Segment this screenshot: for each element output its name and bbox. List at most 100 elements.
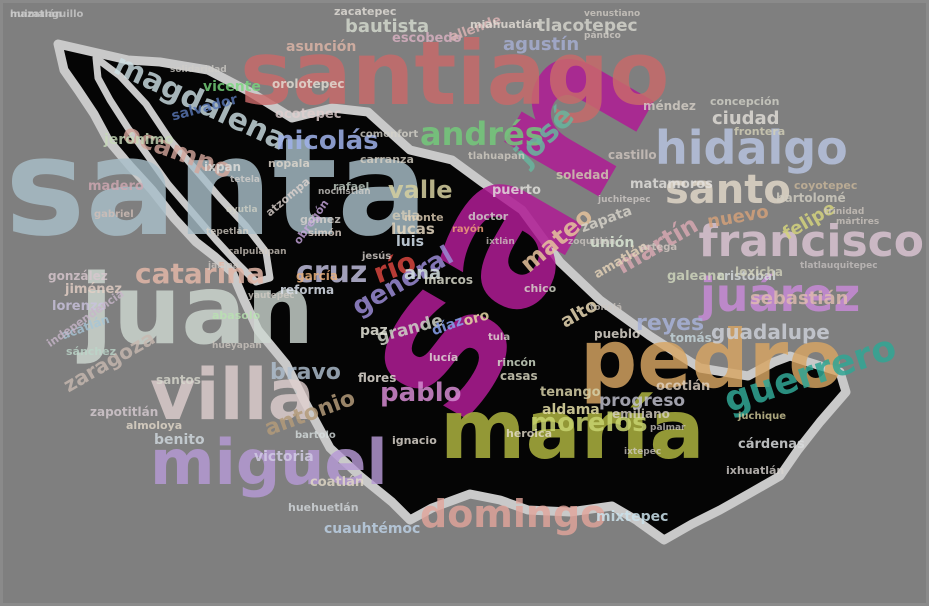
word-ixtlan: ixtlán <box>486 237 515 247</box>
word-ignacio: ignacio <box>392 434 437 447</box>
word-solidaridad: solidaridad <box>170 65 227 75</box>
word-nopala: nopala <box>268 157 310 170</box>
word-flores: flores <box>358 371 397 385</box>
word-bravo: bravo <box>270 360 341 385</box>
word-tenango: tenango <box>540 385 601 400</box>
word-pablo: pablo <box>380 378 462 408</box>
word-lorenzo: lorenzo <box>52 299 107 314</box>
word-rafael: rafael <box>333 180 370 193</box>
word-tlatlauquitepec: tlatlauquitepec <box>800 261 878 271</box>
word-juchitepec: juchitepec <box>598 195 651 205</box>
word-juarez: juárez <box>700 268 861 322</box>
word-venustiano: venustiano <box>584 9 641 19</box>
word-coatlan: coatlán <box>310 475 365 490</box>
word-bartolome: bartolomé <box>776 191 846 205</box>
word-coyotepec: coyotepec <box>794 179 858 192</box>
word-catarina: catarina <box>135 257 266 290</box>
word-artega: artega <box>640 242 678 253</box>
word-zoquitlan: zoquitlán <box>568 237 616 247</box>
word-loxicha: loxicha <box>735 265 783 279</box>
word-galeana: galeana <box>667 269 726 284</box>
word-bartolo: bartolo <box>295 430 336 441</box>
baja-california-shape <box>92 54 274 286</box>
word-morelos: morelos <box>530 408 648 438</box>
word-tlahuapan: tlahuapan <box>468 151 525 162</box>
word-frontera: frontera <box>734 125 786 138</box>
word-comonfort: comonfort <box>360 129 419 140</box>
word-nicolas: nicolás <box>276 126 379 156</box>
word-reforma: reforma <box>280 283 335 297</box>
word-lucas: lucas <box>391 220 435 238</box>
word-villa: villa <box>150 354 315 436</box>
word-ciudad: ciudad <box>712 108 780 129</box>
word-ixpan: ixpan <box>204 160 242 174</box>
word-santiago: santiago <box>240 22 670 125</box>
word-tetela: tetela <box>230 175 260 185</box>
word-ocotepec: ocotepec <box>275 107 342 122</box>
word-domingo: domingo <box>420 492 607 536</box>
word-monte: monte <box>404 211 444 224</box>
word-maria: maría <box>440 383 705 478</box>
word-luis: luis <box>396 234 424 250</box>
word-nochistlan: nochistlán <box>318 187 371 197</box>
word-orolotepec: orolotepec <box>272 77 345 91</box>
word-cristobal: cristóbal <box>717 269 777 283</box>
word-hidalgo: hidalgo <box>655 121 848 175</box>
mexico-map-shape <box>53 39 851 545</box>
word-etla: etla <box>392 209 421 224</box>
word-huimanguillo: huimanguillo <box>10 9 84 20</box>
word-soledad: soledad <box>556 168 609 182</box>
word-puerto: puerto <box>492 183 541 198</box>
word-sebastian: sebastián <box>750 288 849 309</box>
word-mendez: méndez <box>643 99 696 113</box>
word-castillo: castillo <box>608 148 657 162</box>
word-cuauhtemoc: cuauhtémoc <box>324 521 421 537</box>
word-paz: paz <box>360 323 388 339</box>
word-pedro: pedro <box>580 313 844 406</box>
word-agustin: agustín <box>503 34 580 55</box>
word-tlacotepec: tlacotepec <box>537 16 638 36</box>
word-rincon: rincón <box>497 356 536 369</box>
word-almoloya: almoloya <box>126 419 183 432</box>
word-aldama: aldama <box>542 402 600 418</box>
word-ixhuatlan: ixhuatlán <box>726 464 785 477</box>
word-casas: casas <box>500 369 538 383</box>
word-mazatlan: mazatlán <box>10 9 62 20</box>
word-miahuatlan: miahuatlán <box>470 18 541 31</box>
word-yautepec: yautepec <box>248 291 295 301</box>
word-asuncion: asunción <box>286 39 357 55</box>
word-valle: valle <box>388 176 453 204</box>
word-juchique: juchique <box>738 411 787 422</box>
word-carranza: carranza <box>360 153 414 166</box>
word-tomas: tomás <box>670 331 712 345</box>
word-jalapa: jalapa <box>208 261 239 271</box>
word-palmar: palmar <box>650 423 686 433</box>
word-sanchez: sánchez <box>66 345 117 358</box>
word-miguel: miguel <box>150 426 388 499</box>
word-simon: simón <box>308 228 342 239</box>
word-marcos: marcos <box>424 273 474 287</box>
word-madero: madero <box>88 179 144 194</box>
word-huehuetlan: huehuetlán <box>288 501 359 514</box>
word-gomez: gómez <box>300 213 341 226</box>
word-hueyapan: hueyapan <box>212 341 262 351</box>
word-gonzalez: gonzález <box>48 269 108 283</box>
word-heroica: heroica <box>506 427 552 440</box>
word-abasolo: abasolo <box>212 309 261 322</box>
word-progreso: progreso <box>599 391 686 411</box>
word-emiliano: emiliano <box>612 407 670 421</box>
word-jesus: jesús <box>362 251 392 262</box>
word-ayutla: ayutla <box>226 205 258 215</box>
word-matamoros: matamoros <box>630 177 713 192</box>
word-tepetlan: tepetlán <box>206 227 249 237</box>
word-ocotlan: ocotlán <box>656 379 711 394</box>
word-calpulalpan: calpulalpan <box>228 247 287 257</box>
word-concepcion: concepción <box>710 95 780 108</box>
word-benito: benito <box>154 432 205 448</box>
word-zapotitlan: zapotitlán <box>90 405 159 419</box>
word-lucia: lucía <box>429 351 459 364</box>
word-gabriel: gabriel <box>94 209 134 220</box>
word-martires: mártires <box>836 217 880 227</box>
